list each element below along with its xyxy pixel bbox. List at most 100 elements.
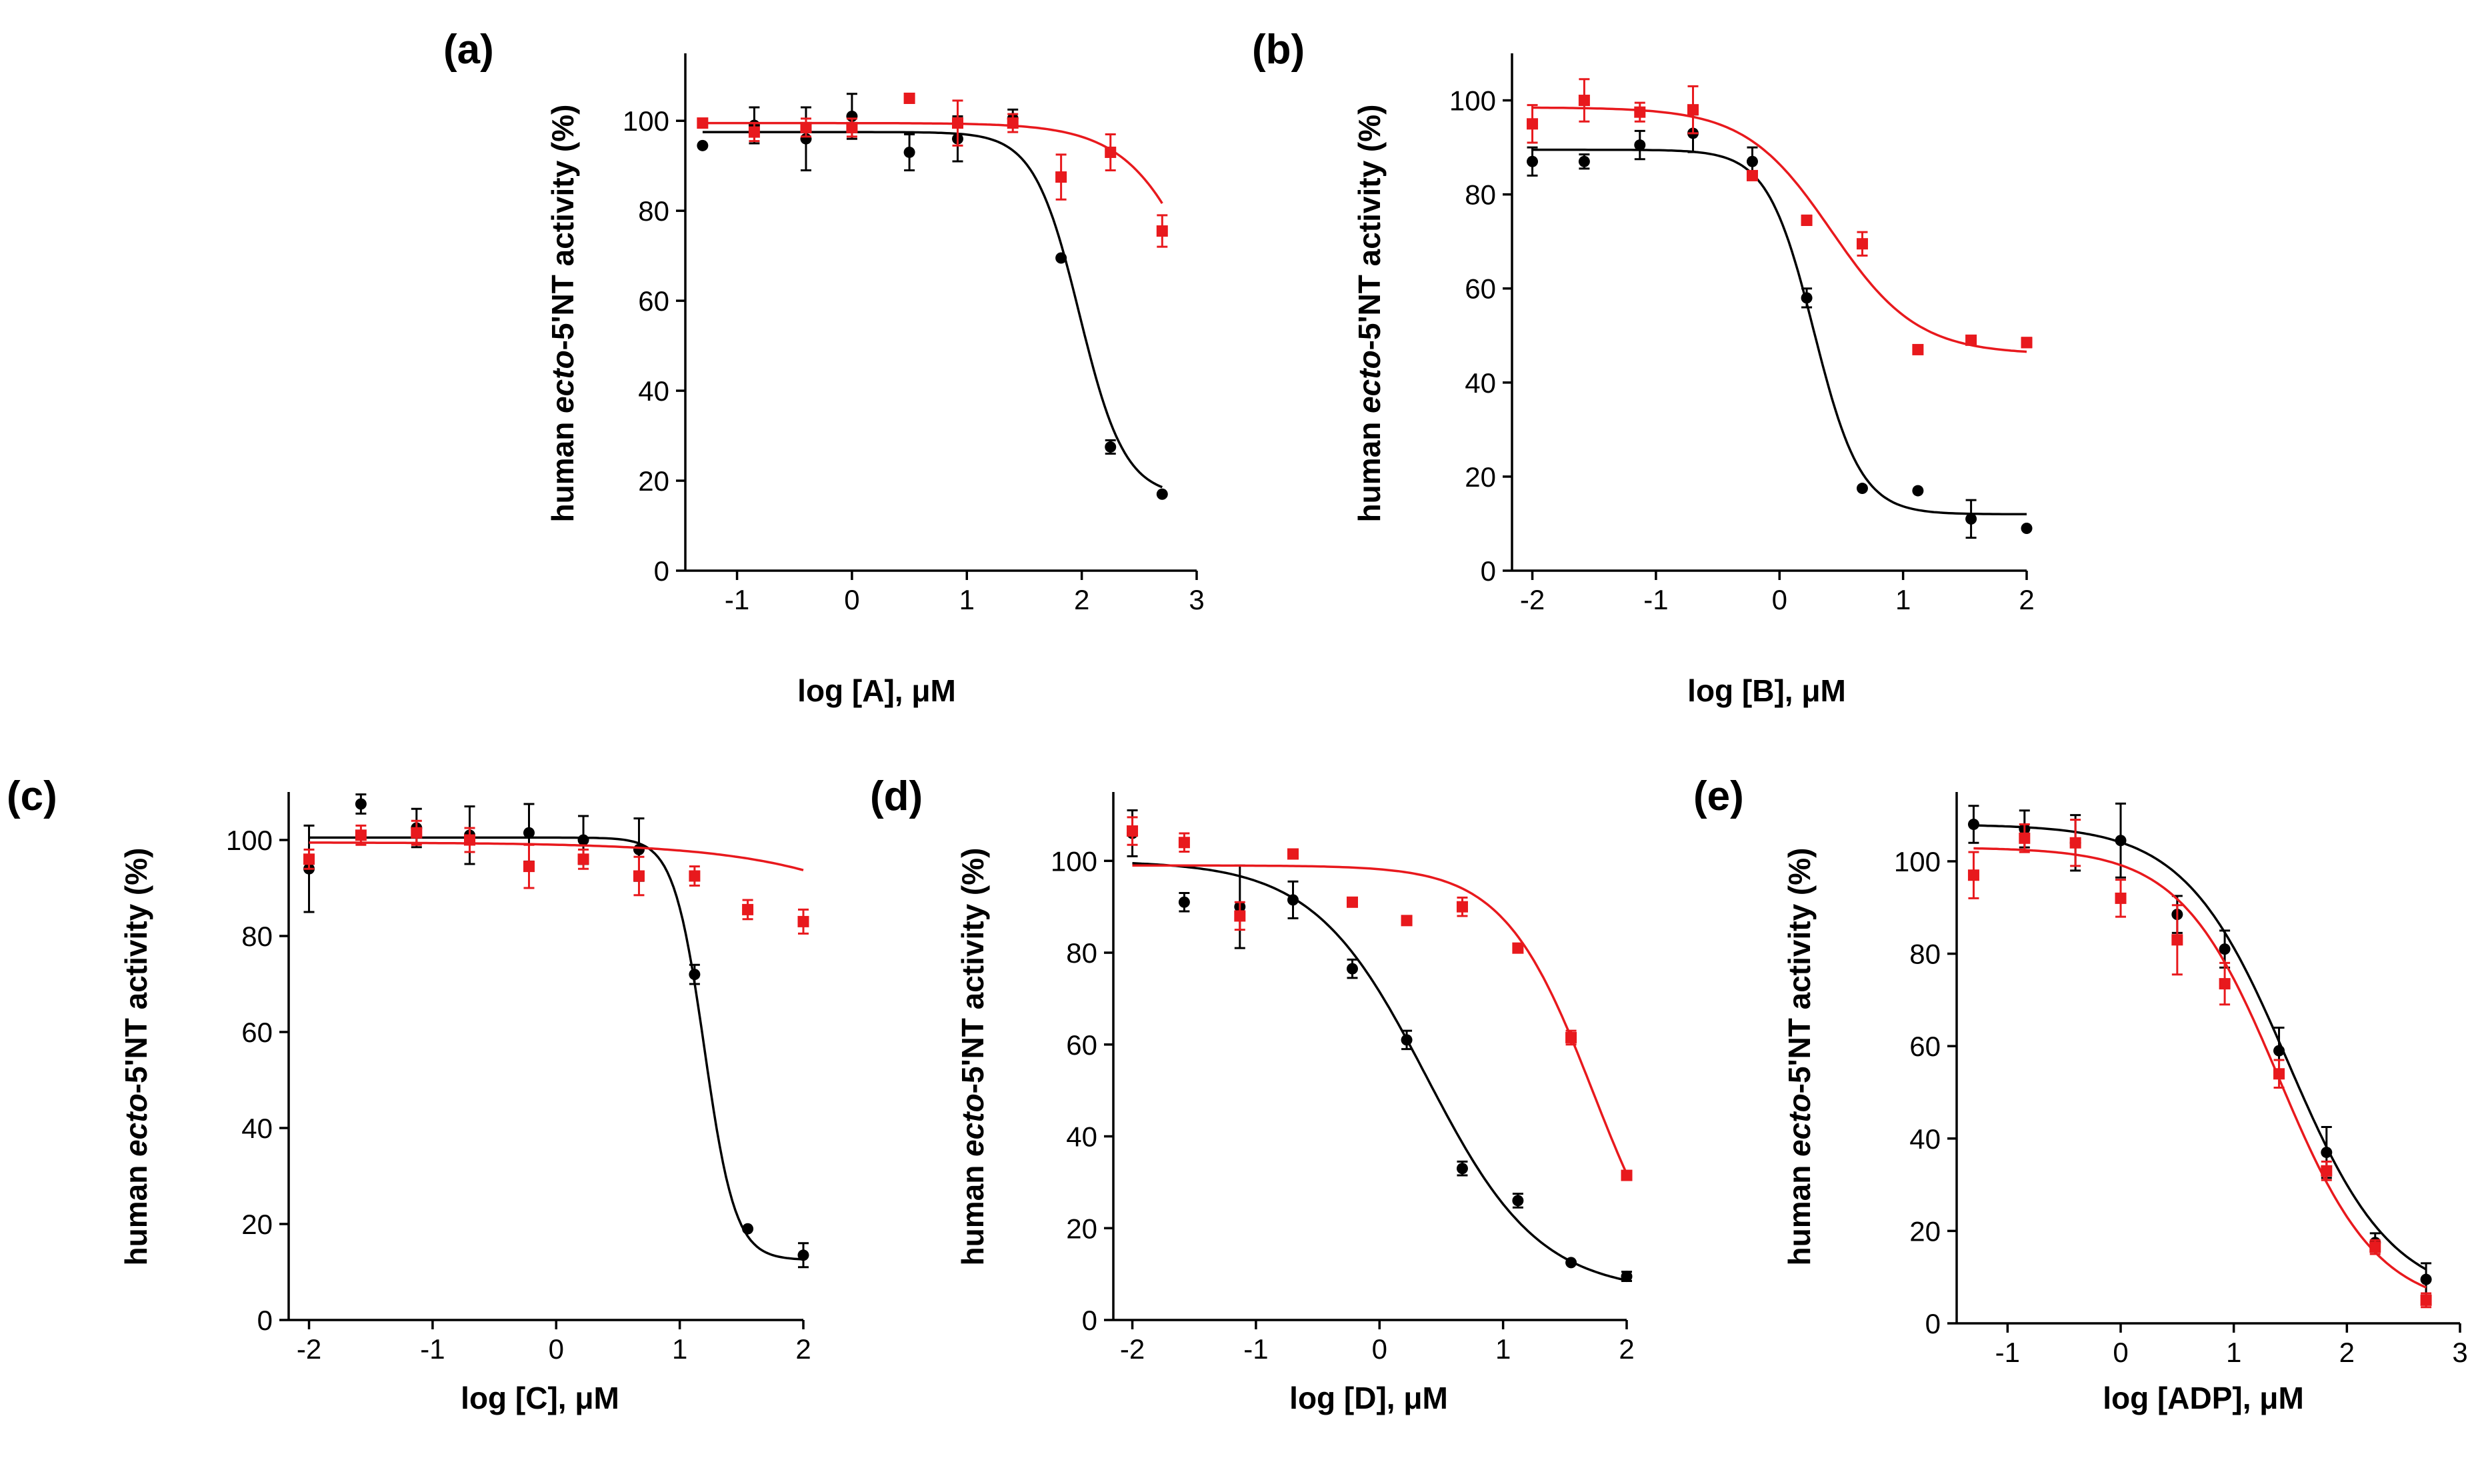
panel-e-black-data-point [2115, 835, 2127, 847]
panel-c-x-tick-label: -1 [420, 1333, 445, 1365]
panel-c-black-data-point [633, 843, 645, 855]
panel-e-y-tick-label: 80 [1909, 939, 1941, 970]
panel-b-black-data-point [1965, 513, 1977, 525]
panel-d-black-data-point [1178, 896, 1190, 908]
panel-d-red-data-point [1621, 1169, 1633, 1181]
panel-c-x-tick-label: 0 [549, 1333, 564, 1365]
panel-c-y-axis-title: human ecto-5'NT activity (%) [119, 848, 153, 1266]
panel-b-black-data-point [1801, 292, 1813, 304]
panel-b-x-tick-label: 0 [1772, 584, 1787, 615]
panel-e-black-data-point [1967, 819, 1979, 831]
panel-a-red-data-point [1156, 225, 1168, 237]
panel-b-plot: 0 20 40 60 80 100 -2 -1 0 1 2 [1449, 53, 2035, 615]
panel-d-x-tick-label: -2 [1120, 1333, 1145, 1365]
panel-c-plot: 0 20 40 60 80 100 -2 -1 0 1 2 [226, 792, 811, 1365]
panel-d-y-tick-label: 100 [1051, 845, 1097, 877]
panel-e-red-data-point [2369, 1241, 2381, 1253]
panel-e-x-tick-label: 0 [2113, 1337, 2128, 1368]
panel-b-black-data-point [1578, 155, 1590, 167]
panel-a-label: (a) [443, 27, 494, 73]
panel-b: (b) log [B], μM human ecto-5'NT activity… [1252, 27, 2035, 708]
panel-a-red-data-point [800, 121, 812, 133]
panel-a-y-tick-label: 100 [623, 105, 669, 137]
panel-e-x-tick-label: -1 [1995, 1337, 2020, 1368]
panel-c-red-data-point [303, 853, 315, 865]
panel-e-red-data-point [2273, 1068, 2285, 1080]
panel-d-y-axis-title: human ecto-5'NT activity (%) [955, 848, 990, 1266]
panel-d-red-data-point [1565, 1031, 1577, 1043]
panel-b-black-data-point [1912, 485, 1924, 497]
panel-c-red-data-point [523, 861, 535, 873]
panel-b-red-data-point [1746, 169, 1758, 181]
panel-c-y-tick-label: 100 [226, 825, 273, 856]
panel-b-black-data-point [1634, 139, 1646, 151]
panel-a-red-fit-curve [702, 121, 1163, 205]
panel-d-x-tick-label: 1 [1495, 1333, 1511, 1365]
panel-d-x-tick-label: 0 [1372, 1333, 1387, 1365]
panel-e-y-tick-label: 100 [1894, 846, 1941, 877]
panel-e-x-tick-label: 2 [2339, 1337, 2355, 1368]
panel-a-black-data-point [1055, 252, 1067, 264]
panel-a-red-data-point [1055, 171, 1067, 183]
panel-d-red-data-point [1346, 896, 1358, 908]
panel-d-x-tick-label: -1 [1243, 1333, 1268, 1365]
panel-a-x-tick-label: 0 [844, 584, 859, 615]
panel-a-x-axis-title: log [A], μM [797, 673, 956, 708]
panel-b-red-data-point [1527, 118, 1539, 130]
panel-c-y-tick-label: 0 [257, 1305, 273, 1336]
panel-b-red-data-point [1634, 106, 1646, 118]
panel-e-y-tick-label: 0 [1925, 1308, 1941, 1339]
panel-c-x-axis-title: log [C], μM [461, 1381, 619, 1415]
panel-b-red-data-point [1912, 343, 1924, 355]
panel-c-label: (c) [7, 773, 57, 819]
panel-e-label: (e) [1693, 773, 1744, 819]
panel-e-plot: 0 20 40 60 80 100 -1 0 1 2 3 [1894, 792, 2468, 1368]
panel-e-y-axis-title: human ecto-5'NT activity (%) [1782, 848, 1817, 1266]
panel-d-red-data-point [1401, 915, 1413, 927]
panel-a-black-data-point [1105, 441, 1117, 453]
panel-a-y-tick-label: 20 [638, 465, 669, 497]
panel-a-x-tick-label: 1 [959, 584, 975, 615]
panel-b-black-data-point [2021, 523, 2033, 535]
panel-b-y-tick-label: 60 [1465, 273, 1496, 305]
panel-e-x-tick-label: 1 [2226, 1337, 2241, 1368]
panel-a-red-data-point [748, 126, 760, 138]
panel-a-x-tick-label: 3 [1189, 584, 1204, 615]
panel-a-red-data-point [697, 117, 709, 129]
panel-c-red-data-point [411, 827, 423, 839]
panel-e-red-fit-curve [1973, 847, 2427, 1289]
panel-a-red-data-point [951, 117, 963, 129]
panel-d-black-data-point [1456, 1163, 1468, 1175]
panel-c-black-data-point [577, 834, 589, 846]
panel-a-y-tick-label: 40 [638, 375, 669, 407]
panel-b-y-axis-title: human ecto-5'NT activity (%) [1352, 105, 1387, 523]
panel-c-y-tick-label: 60 [241, 1017, 273, 1048]
panel-c-red-data-point [633, 870, 645, 882]
panel-b-x-tick-label: -2 [1520, 584, 1545, 615]
panel-c-x-tick-label: 1 [672, 1333, 687, 1365]
panel-d-red-data-point [1512, 942, 1524, 954]
panel-d-black-data-point [1346, 963, 1358, 975]
panel-c-black-data-point [797, 1249, 809, 1261]
panel-b-red-data-point [1687, 104, 1699, 116]
panel-d-black-data-point [1287, 894, 1299, 906]
panel-e-red-data-point [2019, 832, 2031, 844]
panel-c-y-tick-label: 20 [241, 1209, 273, 1240]
panel-d-y-tick-label: 80 [1066, 937, 1097, 969]
panel-e-red-data-point [2069, 837, 2081, 849]
panel-b-black-data-point [1856, 483, 1868, 495]
panel-d-black-data-point [1512, 1195, 1524, 1207]
panel-c-x-tick-label: -2 [297, 1333, 321, 1365]
panel-e-black-fit-curve [1973, 824, 2427, 1271]
panel-e-red-data-point [2420, 1294, 2432, 1306]
panel-c-red-data-point [577, 853, 589, 865]
panel-e: (e) log [ADP], μM human ecto-5'NT activi… [1693, 773, 2468, 1415]
panel-a-y-tick-label: 80 [638, 195, 669, 227]
panel-a-x-tick-label: -1 [725, 584, 749, 615]
panel-e-red-data-point [2115, 892, 2127, 904]
panel-a-red-data-point [1105, 146, 1117, 158]
panel-b-y-tick-label: 0 [1481, 555, 1496, 587]
panel-a-y-axis-title: human ecto-5'NT activity (%) [545, 105, 580, 523]
panel-b-red-data-point [2021, 337, 2033, 349]
